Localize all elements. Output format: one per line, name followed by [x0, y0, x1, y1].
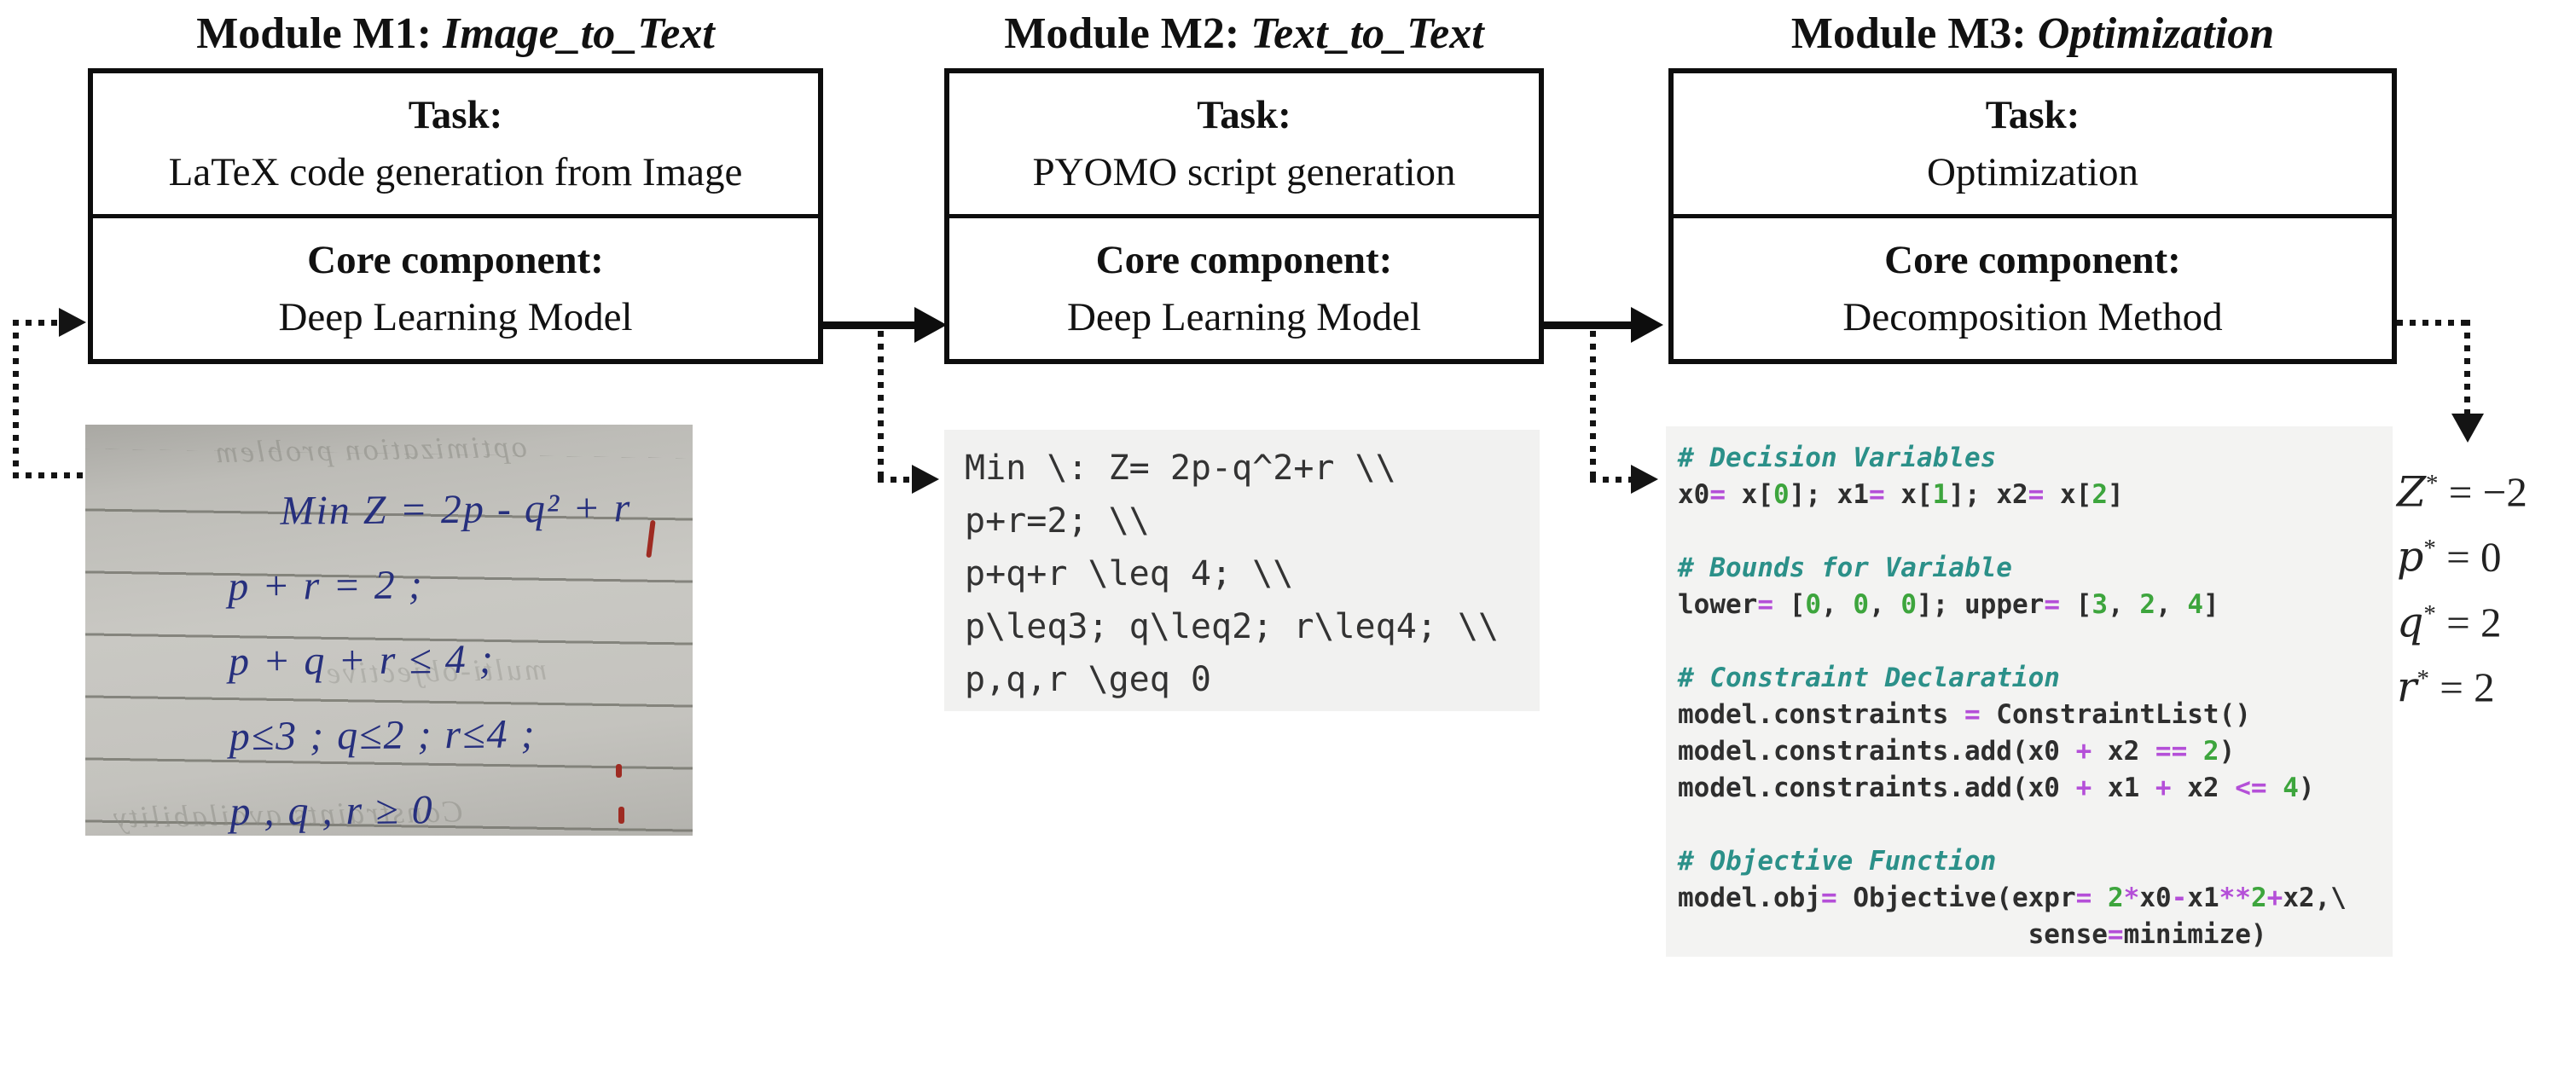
python-code-line: model.obj= Objective(expr= 2*x0-x1**2+x2…	[1678, 883, 2347, 913]
module-m3-task-section: Task: Optimization	[1674, 73, 2392, 214]
latex-code-line: p\leq3; q\leq2; r\leq4; \\	[965, 607, 1500, 646]
python-code-line	[1678, 807, 2393, 843]
python-code-line	[1678, 513, 2393, 550]
module-m3-core-label: Core component:	[1884, 237, 2181, 282]
module-m1-box: Task: LaTeX code generation from Image C…	[88, 68, 823, 364]
dotted-segment	[13, 320, 61, 326]
module-m2-task-label: Task:	[1197, 92, 1291, 137]
module-m1-task-label: Task:	[408, 92, 503, 137]
handwritten-lines: Min Z = 2p - q² + r p + r = 2 ; p + q + r …	[227, 471, 686, 836]
dotted-segment	[2397, 320, 2470, 326]
python-code-line: lower= [0, 0, 0]; upper= [3, 2, 4]	[1678, 589, 2219, 620]
latex-code-line: Min \: Z= 2p-q^2+r \\	[965, 449, 1396, 488]
arrow-m1-to-m2-head	[914, 307, 947, 343]
python-code-line: # Objective Function	[1678, 846, 1997, 877]
module-m3-core-section: Core component: Decomposition Method	[1674, 214, 2392, 359]
module-m1-title-name: Image_to_Text	[443, 9, 715, 58]
module-m1-task-text: LaTeX code generation from Image	[168, 149, 743, 194]
handwritten-line: p , q , r ≥ 0	[229, 787, 434, 835]
latex-code-line: p+q+r \leq 4; \\	[965, 554, 1294, 593]
python-code-line: model.constraints.add(x0 + x2 == 2)	[1678, 736, 2236, 767]
python-code-line	[1678, 623, 2393, 660]
dotted-arrowhead-into-latex	[912, 465, 939, 494]
arrow-m1-to-m2-shaft	[823, 321, 919, 329]
handwritten-line: p + r = 2 ;	[228, 562, 424, 610]
result-line: Z* = −2	[2397, 467, 2527, 517]
result-line: r* = 2	[2397, 663, 2495, 712]
module-m2-title-prefix: Module M2:	[1004, 9, 1251, 58]
dotted-arrowhead-into-results	[2451, 414, 2484, 443]
python-code-block: # Decision Variables x0= x[0]; x1= x[1]; …	[1666, 426, 2393, 957]
module-m2-box: Task: PYOMO script generation Core compo…	[944, 68, 1544, 364]
module-m3-box: Task: Optimization Core component: Decom…	[1668, 68, 2397, 364]
python-code-line: x0= x[0]; x1= x[1]; x2= x[2]	[1678, 479, 2124, 510]
handwritten-problem-photo: optimization problem multi-objective Con…	[85, 425, 693, 836]
latex-code-line: p,q,r \geq 0	[965, 660, 1211, 699]
dotted-arrowhead-into-m1	[59, 308, 86, 337]
module-m2-core-text: Deep Learning Model	[1066, 294, 1421, 339]
handwritten-line: Min Z = 2p - q² + r	[280, 485, 632, 534]
module-m2: Module M2: Text_to_Text Task: PYOMO scri…	[944, 7, 1544, 364]
module-m1-title-prefix: Module M1:	[196, 9, 444, 58]
handwritten-line: p + q + r ≤ 4 ;	[228, 636, 496, 685]
dotted-segment	[13, 320, 19, 478]
bleed-through-text-top: optimization problem	[212, 429, 527, 470]
latex-code-line: p+r=2; \\	[965, 501, 1150, 541]
module-m3-title: Module M3: Optimization	[1668, 7, 2397, 61]
module-m3: Module M3: Optimization Task: Optimizati…	[1668, 7, 2397, 364]
module-m1-task-section: Task: LaTeX code generation from Image	[93, 73, 818, 214]
dotted-arrowhead-into-python	[1631, 465, 1658, 494]
module-m1: Module M1: Image_to_Text Task: LaTeX cod…	[88, 7, 823, 364]
module-m1-core-text: Deep Learning Model	[278, 294, 633, 339]
module-m3-task-label: Task:	[1985, 92, 2080, 137]
python-code-line: model.constraints.add(x0 + x1 + x2 <= 4)	[1678, 773, 2315, 803]
arrow-m2-to-m3-shaft	[1544, 321, 1633, 329]
python-code-line: # Constraint Declaration	[1678, 663, 2060, 693]
python-code-line: sense=minimize)	[1678, 919, 2267, 950]
module-m2-title-name: Text_to_Text	[1250, 9, 1484, 58]
latex-code-block: Min \: Z= 2p-q^2+r \\ p+r=2; \\ p+q+r \leq…	[944, 430, 1540, 711]
module-m3-title-prefix: Module M3:	[1790, 9, 2038, 58]
optimal-results: Z* = −2 p* = 0 q* = 2 r* = 2	[2397, 455, 2527, 715]
python-code-line: # Decision Variables	[1678, 443, 1997, 473]
module-m1-title: Module M1: Image_to_Text	[88, 7, 823, 61]
result-line: q* = 2	[2397, 597, 2502, 646]
dotted-segment	[2464, 320, 2470, 415]
dotted-segment	[878, 331, 884, 483]
module-m3-title-name: Optimization	[2037, 9, 2275, 58]
module-m2-task-section: Task: PYOMO script generation	[949, 73, 1539, 214]
dotted-segment	[1590, 331, 1596, 483]
module-m2-core-section: Core component: Deep Learning Model	[949, 214, 1539, 359]
handwritten-line: p≤3 ; q≤2 ; r≤4 ;	[229, 711, 537, 760]
python-code-line: model.constraints = ConstraintList()	[1678, 699, 2251, 730]
dotted-segment	[1590, 477, 1633, 483]
arrow-m2-to-m3-head	[1631, 307, 1663, 343]
dotted-segment	[13, 472, 83, 478]
module-m2-core-label: Core component:	[1095, 237, 1393, 282]
dotted-segment	[878, 477, 914, 483]
python-code-line: # Bounds for Variable	[1678, 553, 2012, 583]
module-m3-task-text: Optimization	[1926, 149, 2138, 194]
module-m2-task-text: PYOMO script generation	[1032, 149, 1456, 194]
module-m1-core-label: Core component:	[307, 237, 604, 282]
module-m2-title: Module M2: Text_to_Text	[944, 7, 1544, 61]
module-m3-core-text: Decomposition Method	[1842, 294, 2223, 339]
red-ink-mark	[616, 764, 622, 778]
module-m1-core-section: Core component: Deep Learning Model	[93, 214, 818, 359]
result-line: p* = 0	[2397, 532, 2502, 582]
red-ink-mark	[618, 807, 624, 824]
